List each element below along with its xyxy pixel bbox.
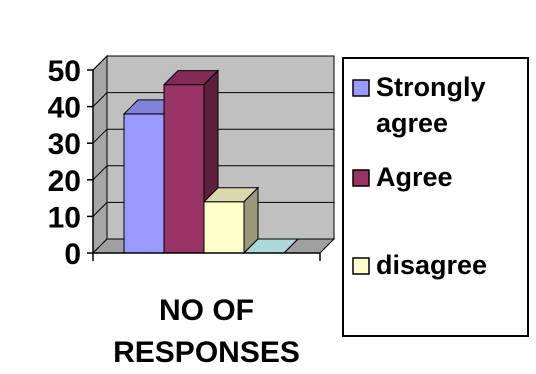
bar-front [163, 84, 205, 254]
legend-swatch [352, 257, 370, 275]
legend-label: agree [376, 108, 448, 138]
legend-box [342, 57, 529, 337]
legend-label: disagree [376, 250, 487, 280]
y-tick-label: 0 [64, 238, 81, 271]
bar-front [203, 201, 245, 254]
gridline [92, 92, 334, 107]
y-tick-label: 50 [48, 55, 81, 88]
y-tick-label: 20 [48, 165, 81, 198]
legend-swatch [352, 79, 370, 97]
legend-label: Agree [376, 162, 453, 192]
y-tick-label: 30 [48, 128, 81, 161]
x-category-label: RESPONSES [113, 336, 300, 369]
bar-side [283, 238, 299, 254]
x-category-label: NO OF [159, 294, 254, 327]
y-tick-label: 10 [48, 201, 81, 234]
legend-label: Strongly [376, 72, 486, 102]
gridline [92, 55, 334, 71]
gridline [92, 165, 334, 181]
y-tick-label: 40 [48, 92, 81, 125]
bar-front [123, 113, 165, 254]
gridline [92, 128, 334, 144]
legend-swatch [352, 169, 370, 187]
side-wall [92, 54, 108, 255]
